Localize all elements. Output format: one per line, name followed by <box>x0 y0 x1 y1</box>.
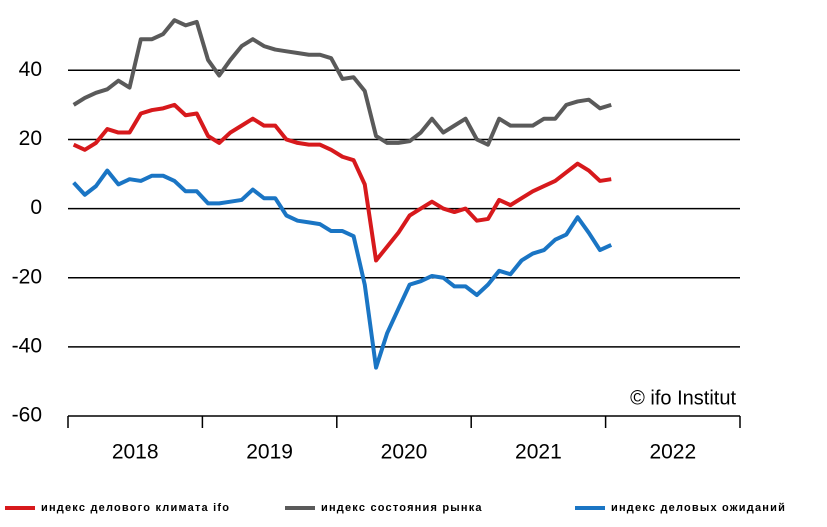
x-tick-label: 2022 <box>649 441 696 464</box>
y-tick-label: -60 <box>12 404 42 427</box>
line <box>72 168 613 370</box>
y-tick-label: 20 <box>19 127 42 150</box>
y-tick-label: -40 <box>12 334 42 357</box>
legend-label: индекс деловых ожиданий <box>611 502 786 514</box>
y-tick-label: -20 <box>12 265 42 288</box>
legend-label: индекс состояния рынка <box>321 502 483 514</box>
x-tick-label: 2019 <box>246 441 293 464</box>
line <box>72 18 612 147</box>
legend-label: индекс делового климата ifo <box>41 502 230 514</box>
x-tick-label: 2020 <box>381 441 428 464</box>
y-tick-label: 0 <box>30 196 42 219</box>
annotation: © ifo Institut <box>630 387 736 409</box>
x-tick-label: 2018 <box>112 441 159 464</box>
x-tick-label: 2021 <box>515 441 562 464</box>
line <box>72 102 612 263</box>
y-tick-label: 40 <box>19 58 42 81</box>
